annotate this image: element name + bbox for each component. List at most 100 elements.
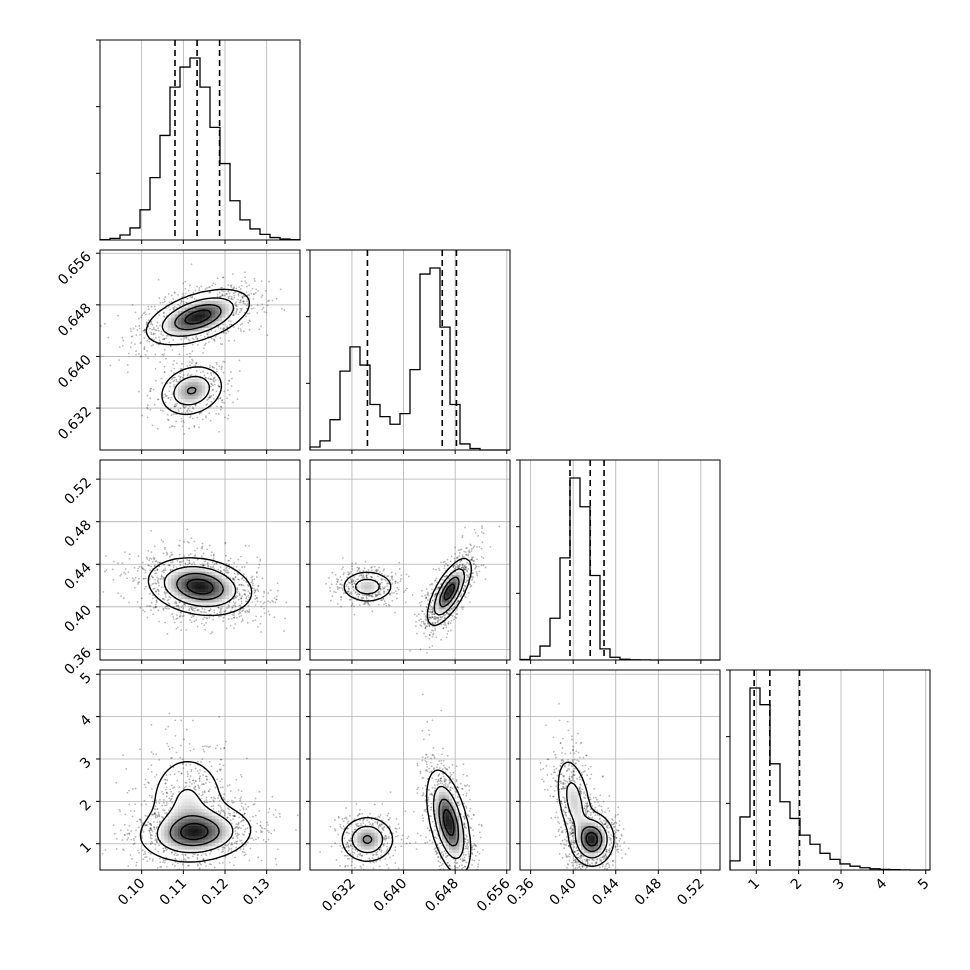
sample-point (213, 380, 216, 383)
sample-point (212, 615, 215, 618)
sample-point (235, 778, 238, 781)
sample-point (188, 416, 191, 419)
sample-point (182, 404, 185, 407)
density-cell (208, 307, 213, 312)
sample-point (250, 292, 253, 295)
sample-point (244, 594, 247, 596)
sample-point (152, 333, 155, 336)
sample-point (339, 583, 341, 586)
density-cell (194, 307, 199, 312)
density-cell (225, 307, 230, 312)
sample-point (262, 306, 265, 309)
sample-point (241, 619, 244, 622)
sample-point (168, 607, 170, 610)
sample-point (180, 420, 183, 423)
sample-point (371, 610, 374, 613)
sample-point (353, 605, 355, 608)
density-cell (211, 588, 216, 593)
sample-point (187, 407, 190, 410)
density-cell (201, 395, 206, 400)
sample-point (263, 590, 265, 593)
sample-point (163, 371, 166, 373)
density-cell (201, 392, 206, 397)
sample-point (446, 575, 448, 577)
density-cell (191, 585, 196, 590)
sample-point (143, 348, 146, 351)
sample-point (465, 580, 468, 582)
density-cell (174, 568, 179, 573)
density-cell (208, 578, 213, 583)
sample-point (218, 385, 221, 388)
sample-point (203, 616, 206, 619)
sample-point (461, 564, 464, 567)
sample-point (213, 383, 216, 386)
sample-point (224, 614, 226, 617)
density-cell (452, 582, 457, 586)
sample-point (275, 816, 278, 819)
sample-point (365, 574, 368, 577)
density-cell (208, 304, 213, 309)
sample-point (253, 588, 256, 590)
density-cell (228, 585, 233, 590)
sample-point (224, 609, 227, 612)
sample-point (435, 577, 438, 580)
sample-point (433, 613, 436, 615)
sample-point (222, 360, 225, 363)
sample-point (340, 579, 343, 582)
sample-point (354, 591, 357, 594)
sample-point (247, 594, 250, 597)
sample-point (168, 426, 171, 429)
density-cell (364, 578, 369, 583)
sample-point (167, 397, 170, 399)
sample-point (435, 616, 438, 619)
sample-point (430, 606, 433, 608)
sample-point (245, 291, 248, 294)
sample-point (219, 615, 222, 617)
density-cell (225, 598, 230, 603)
sample-point (232, 566, 235, 569)
sample-point (194, 785, 197, 788)
density-cell (167, 575, 172, 580)
density-cell (188, 575, 192, 580)
sample-point (226, 571, 229, 574)
sample-point (452, 607, 455, 609)
sample-point (171, 863, 174, 866)
density-cell (174, 388, 179, 393)
density-cell (205, 388, 209, 393)
density-cell (184, 392, 189, 397)
sample-point (347, 585, 350, 588)
sample-point (149, 592, 151, 595)
density-cell (198, 382, 203, 386)
sample-point (162, 354, 165, 357)
sample-point (153, 557, 156, 560)
sample-point (227, 606, 230, 609)
sample-point (422, 622, 425, 625)
density-cell (167, 317, 172, 322)
sample-point (213, 338, 215, 341)
sample-point (383, 590, 386, 593)
sample-point (178, 410, 180, 413)
sample-point (243, 589, 246, 591)
sample-point (178, 601, 181, 604)
sample-point (262, 602, 265, 605)
sample-point (468, 551, 471, 554)
sample-point (364, 594, 367, 596)
sample-point (353, 582, 356, 585)
density-cell (211, 321, 216, 325)
sample-point (155, 329, 158, 332)
sample-point (164, 812, 166, 814)
density-cell (208, 585, 213, 590)
density-cell (181, 399, 186, 403)
sample-point (209, 632, 212, 635)
density-cell (194, 375, 199, 380)
sample-point (181, 376, 184, 379)
density-cell (184, 399, 189, 403)
sample-point (162, 312, 165, 315)
sample-point (197, 784, 200, 787)
density-cell (208, 300, 213, 305)
sample-point (218, 799, 221, 802)
sample-point (146, 404, 149, 407)
sample-point (158, 844, 161, 847)
sample-point (188, 554, 190, 557)
sample-point (196, 625, 199, 628)
